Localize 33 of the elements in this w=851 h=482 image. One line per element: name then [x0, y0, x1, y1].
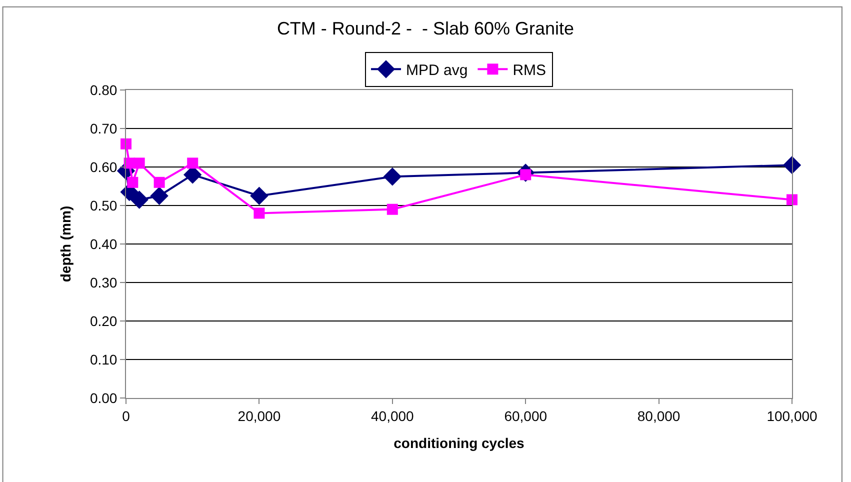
point [127, 176, 138, 188]
x-tick-label: 60,000 [504, 408, 548, 424]
x-tick-label: 40,000 [370, 408, 414, 424]
point [786, 194, 798, 206]
point [383, 168, 402, 186]
point [782, 156, 802, 174]
y-tick-label: 0.30 [90, 274, 118, 290]
point [150, 186, 168, 205]
y-tick-label: 0.70 [90, 120, 118, 136]
point [254, 208, 265, 219]
legend-label: MPD avg [406, 62, 468, 80]
chart-title: CTM - Round-2 - - Slab 60% Granite [276, 18, 574, 38]
y-tick-label: 0.80 [90, 82, 118, 98]
legend-label: RMS [512, 62, 546, 80]
x-tick-label: 20,000 [238, 408, 281, 424]
x-tick-label: 0 [122, 408, 130, 424]
point [130, 190, 148, 209]
y-tick-label: 0.40 [90, 236, 118, 252]
y-tick-label: 0.10 [90, 351, 118, 368]
y-tick-label: 0.20 [90, 312, 118, 329]
point [154, 176, 165, 188]
point [120, 138, 132, 150]
y-tick-label: 0.60 [90, 158, 118, 175]
y-axis-title: depth (mm) [58, 206, 74, 282]
x-axis-title: conditioning cycles [394, 435, 525, 452]
point [134, 158, 145, 169]
y-tick-label: 0.00 [90, 390, 118, 406]
x-tick-label: 100,000 [766, 408, 818, 424]
y-tick-label: 0.50 [90, 197, 118, 214]
point [187, 158, 198, 169]
point [250, 186, 268, 205]
x-tick-label: 80,000 [637, 408, 680, 424]
point [386, 204, 398, 215]
